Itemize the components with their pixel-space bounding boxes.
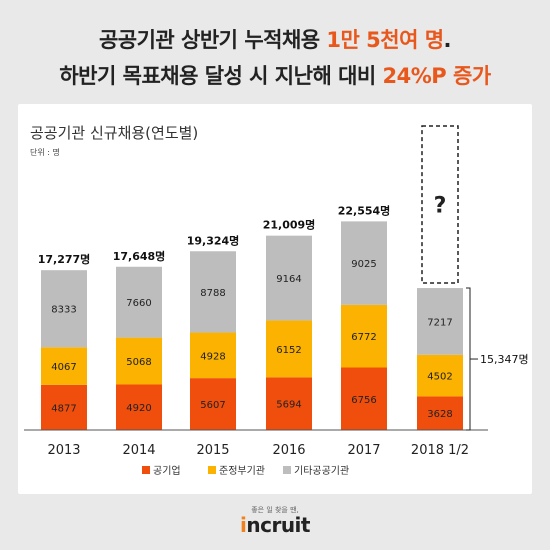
- bar-segment-기타공공기관-2018 1/2: [417, 288, 463, 355]
- headline-1-accent: 1만 5천여 명: [326, 28, 444, 52]
- data-label-준정부기관-2017: 6772: [351, 332, 376, 343]
- x-tick-label-2018 1/2: 2018 1/2: [411, 443, 469, 458]
- bar-segment-공기업-2017: [341, 367, 387, 430]
- target-placeholder-box: [421, 125, 459, 284]
- legend-swatch-공기업: [142, 466, 150, 474]
- brand-tagline: 좋은 일 찾을 땐,: [251, 506, 299, 514]
- bar-segment-준정부기관-2017: [341, 304, 387, 368]
- bar-segment-기타공공기관-2017: [341, 221, 387, 305]
- bar-segment-준정부기관-2014: [116, 337, 162, 385]
- bar-segment-공기업-2018 1/2: [417, 396, 463, 430]
- data-label-기타공공기관-2016: 9164: [276, 274, 301, 285]
- x-tick-label-2013: 2013: [47, 443, 80, 458]
- headline-line-2: 하반기 목표채용 달성 시 지난해 대비 24%P 증가: [0, 60, 550, 90]
- bar-segment-공기업-2016: [266, 377, 312, 430]
- headline-1-prefix: 공공기관 상반기 누적채용: [98, 28, 327, 52]
- target-placeholder-mark: ?: [434, 194, 447, 219]
- data-label-기타공공기관-2015: 8788: [200, 288, 225, 299]
- data-label-준정부기관-2016: 6152: [276, 345, 301, 356]
- total-label-2015: 19,324명: [187, 233, 240, 247]
- legend-label-공기업: 공기업: [153, 464, 181, 477]
- headline-2-prefix: 하반기 목표채용 달성 시 지난해 대비: [59, 64, 383, 88]
- data-label-준정부기관-2013: 4067: [51, 362, 76, 373]
- legend-label-준정부기관: 준정부기관: [219, 465, 265, 477]
- bar-segment-공기업-2013: [41, 384, 87, 430]
- data-label-공기업-2018 1/2: 3628: [427, 409, 452, 420]
- bar-segment-기타공공기관-2014: [116, 266, 162, 338]
- bar-segment-공기업-2014: [116, 384, 162, 430]
- legend-swatch-기타공공기관: [283, 466, 291, 474]
- data-label-준정부기관-2015: 4928: [200, 351, 225, 362]
- total-label-2017: 22,554명: [338, 203, 391, 217]
- logo-i-glyph: ⅰ: [240, 513, 247, 537]
- legend-label-기타공공기관: 기타공공기관: [294, 465, 349, 477]
- bar-segment-기타공공기관-2016: [266, 235, 312, 321]
- data-label-기타공공기관-2018 1/2: 7217: [427, 317, 452, 328]
- data-label-공기업-2015: 5607: [200, 400, 225, 411]
- data-label-기타공공기관-2017: 9025: [351, 259, 376, 270]
- bar-segment-준정부기관-2013: [41, 347, 87, 385]
- chart-panel: 공공기관 신규채용(연도별) 단위 : 명 4877 4067 8333 2013 4920…: [18, 104, 532, 494]
- bar-segment-공기업-2015: [190, 378, 236, 430]
- data-label-준정부기관-2018 1/2: 4502: [427, 372, 452, 383]
- data-label-공기업-2013: 4877: [51, 403, 76, 414]
- bar-segment-준정부기관-2018 1/2: [417, 354, 463, 397]
- bar-segment-기타공공기관-2013: [41, 270, 87, 348]
- stacked-bar-chart: 공공기관 신규채용(연도별) 단위 : 명 4877 4067 8333 2013 4920…: [24, 124, 529, 477]
- data-label-기타공공기관-2013: 8333: [51, 305, 76, 316]
- x-tick-label-2017: 2017: [347, 443, 380, 458]
- headline-1-suffix: .: [443, 28, 452, 52]
- data-label-공기업-2016: 5694: [276, 400, 301, 411]
- bracket-total-label: 15,347명: [480, 353, 529, 366]
- total-label-2013: 17,277명: [38, 252, 91, 266]
- legend-swatch-준정부기관: [208, 466, 216, 474]
- headline-line-1: 공공기관 상반기 누적채용 1만 5천여 명.: [0, 24, 550, 54]
- logo-name-rest: ncruit: [246, 513, 310, 537]
- bar-segment-기타공공기관-2015: [190, 251, 236, 333]
- total-label-2014: 17,648명: [113, 249, 166, 263]
- x-tick-label-2015: 2015: [196, 443, 229, 458]
- data-label-공기업-2017: 6756: [351, 395, 376, 406]
- x-tick-label-2016: 2016: [272, 443, 305, 458]
- chart-title: 공공기관 신규채용(연도별): [30, 124, 198, 142]
- unit-label: 단위 : 명: [30, 147, 60, 157]
- headline-2-accent: 24%P 증가: [382, 64, 492, 88]
- data-label-공기업-2014: 4920: [126, 403, 151, 414]
- data-label-기타공공기관-2014: 7660: [126, 298, 151, 309]
- data-label-준정부기관-2014: 5068: [126, 357, 151, 368]
- total-label-2016: 21,009명: [263, 218, 316, 232]
- incruit-logo: ⅰncruit: [0, 513, 550, 537]
- bar-segment-준정부기관-2015: [190, 332, 236, 379]
- bar-segment-준정부기관-2016: [266, 320, 312, 378]
- x-tick-label-2014: 2014: [122, 443, 155, 458]
- total-bracket: [466, 287, 471, 431]
